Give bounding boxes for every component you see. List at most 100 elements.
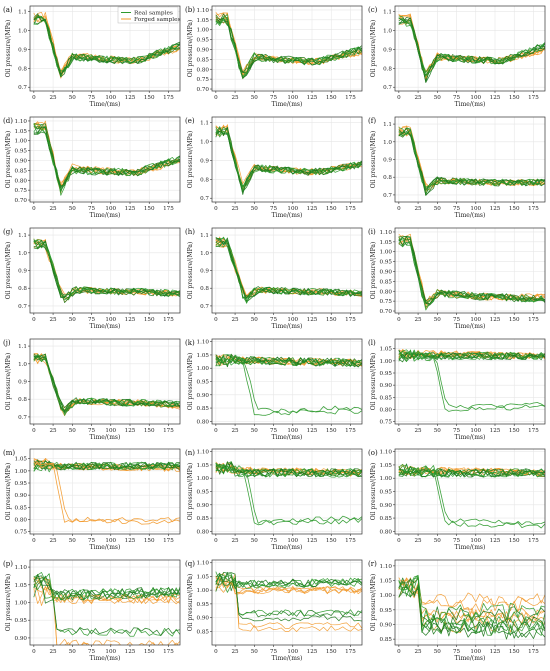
plot-frame: [394, 227, 546, 314]
forged-series: [398, 14, 545, 77]
panel-g: 0 25 50 75 100 125 150 175 0.7 0.8 0.9 1.0 1.1 Time/(…: [3, 227, 181, 330]
x-tick-label: 100: [287, 649, 298, 655]
y-tick-label: 0.8: [383, 175, 392, 181]
x-tick-label: 100: [287, 206, 298, 212]
y-tick-label: 0.95: [197, 380, 210, 386]
real-series: [215, 13, 362, 79]
x-tick-label: 25: [50, 206, 58, 212]
real-series: [33, 355, 180, 411]
real-series: [215, 355, 362, 368]
y-tick-label: 1.0: [18, 362, 27, 368]
panel-label: (r): [368, 560, 377, 568]
x-axis-title: Time/(ms): [455, 101, 486, 108]
y-tick-label: 0.90: [197, 503, 210, 509]
real-series: [215, 462, 362, 478]
x-tick-label: 0: [214, 538, 218, 544]
y-tick-label: 0.95: [15, 618, 28, 624]
x-tick-label: 100: [287, 428, 298, 434]
y-tick-label: 0.85: [380, 395, 393, 401]
real-series: [215, 129, 362, 191]
x-tick-label: 0: [32, 428, 36, 434]
x-tick-label: 0: [397, 428, 401, 434]
y-axis-title: Oil pressure/(MPa): [370, 20, 377, 78]
x-tick-label: 100: [470, 317, 481, 323]
panel-c: 0 25 50 75 100 125 150 175 0.7 0.8 0.9 1.0 1.1 Time/(…: [368, 5, 546, 108]
legend-label: Forged samples: [134, 17, 181, 23]
x-tick-label: 175: [163, 538, 174, 544]
forged-series: [215, 125, 362, 190]
x-tick-label: 0: [397, 538, 401, 544]
y-tick-label: 0.90: [380, 269, 393, 275]
x-tick-label: 25: [415, 95, 423, 101]
y-tick-label: 0.7: [18, 85, 27, 91]
real-series: [33, 19, 180, 72]
panel-label: (l): [368, 339, 376, 347]
y-axis-title: Oil pressure/(MPa): [370, 574, 377, 632]
y-tick-label: 0.9: [18, 269, 27, 275]
y-axis-title: Oil pressure/(MPa): [187, 463, 194, 521]
x-tick-label: 50: [69, 428, 77, 434]
forged-series: [33, 120, 180, 194]
forged-series: [215, 125, 362, 187]
real-series: [215, 574, 362, 589]
x-tick-label: 150: [144, 649, 155, 655]
real-series: [398, 17, 545, 73]
real-series: [215, 19, 362, 80]
y-tick-label: 0.8: [18, 286, 27, 292]
forged-series: [398, 577, 545, 623]
y-tick-label: 1.10: [380, 450, 393, 456]
y-axis-title: Oil pressure/(MPa): [187, 131, 194, 189]
y-tick-label: 0.85: [380, 279, 393, 285]
x-tick-label: 125: [125, 428, 136, 434]
series-group: [215, 12, 362, 80]
x-tick-label: 0: [32, 538, 36, 544]
real-series: [215, 572, 362, 622]
real-series: [215, 131, 362, 193]
outlier-series: [215, 356, 362, 414]
y-tick-label: 1.1: [200, 121, 209, 127]
x-tick-label: 50: [434, 95, 442, 101]
real-series: [215, 14, 362, 79]
real-series: [398, 15, 545, 77]
legend-label: Real samples: [134, 11, 173, 17]
x-tick-label: 50: [251, 206, 259, 212]
y-tick-label: 0.9: [18, 47, 27, 53]
series-group: [398, 125, 545, 196]
panel-label: (d): [3, 117, 13, 125]
x-tick-label: 75: [88, 206, 96, 212]
real-series: [398, 129, 545, 196]
x-tick-label: 150: [509, 428, 520, 434]
x-tick-label: 0: [397, 317, 401, 323]
x-tick-label: 150: [326, 428, 337, 434]
x-tick-label: 150: [144, 95, 155, 101]
y-tick-label: 1.00: [197, 28, 210, 34]
panel-label: (i): [368, 228, 376, 236]
y-tick-label: 0.75: [380, 299, 393, 305]
x-tick-label: 0: [214, 649, 218, 655]
outlier-series: [33, 459, 180, 523]
y-axis-title: Oil pressure/(MPa): [5, 131, 12, 189]
real-series: [398, 128, 545, 196]
panel-i: 0 25 50 75 100 125 150 175 0.70 0.75 0.80 0.85 0.90 0…: [368, 227, 546, 330]
real-series: [398, 352, 545, 362]
forged-series: [33, 580, 180, 645]
real-series: [33, 580, 180, 637]
forged-series: [33, 126, 180, 187]
y-tick-label: 0.8: [383, 66, 392, 72]
forged-series: [398, 128, 545, 188]
x-tick-label: 50: [69, 95, 77, 101]
x-tick-label: 25: [50, 649, 58, 655]
real-series: [33, 124, 180, 192]
x-tick-label: 175: [345, 649, 356, 655]
forged-series: [398, 15, 545, 79]
outlier-series: [398, 465, 545, 529]
y-tick-label: 0.9: [200, 158, 209, 164]
y-tick-label: 0.8: [18, 397, 27, 403]
real-series: [33, 122, 180, 190]
real-series: [33, 126, 180, 189]
y-axis-title: Oil pressure/(MPa): [187, 353, 194, 411]
x-tick-label: 25: [232, 649, 240, 655]
y-tick-label: 1.10: [15, 565, 28, 571]
y-tick-label: 0.90: [380, 622, 393, 628]
panel-h: 0 25 50 75 100 125 150 175 0.7 0.8 0.9 1.0 1.1 Time/(…: [185, 227, 363, 330]
